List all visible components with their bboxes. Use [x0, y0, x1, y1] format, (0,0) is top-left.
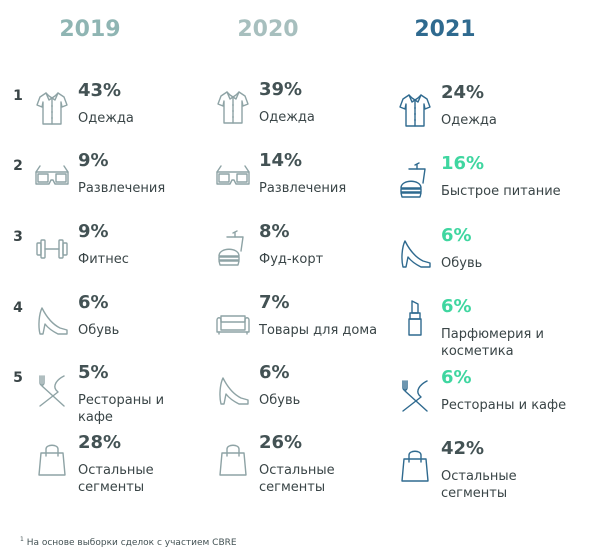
- percent-value: 14%: [259, 150, 303, 171]
- sofa-icon: [215, 300, 251, 340]
- segment-label: Обувь: [78, 323, 120, 338]
- percent-value: 9%: [78, 221, 109, 242]
- percent-value: 26%: [259, 432, 303, 453]
- rank-number: 3: [13, 229, 23, 245]
- segment-label: Обувь: [259, 393, 301, 408]
- segment-label: Остальные сегменты: [441, 469, 517, 501]
- segment-label: Развлечения: [78, 181, 166, 196]
- percent-value: 5%: [78, 362, 109, 383]
- percent-value: 43%: [78, 80, 122, 101]
- percent-value: 6%: [78, 292, 109, 313]
- segment-label: Одежда: [78, 111, 134, 126]
- segment-label: Развлечения: [259, 181, 347, 196]
- rank-number: 5: [13, 370, 23, 386]
- segment-label: Фитнес: [78, 252, 129, 267]
- segment-label: Парфюмерия и косметика: [441, 327, 544, 359]
- fast-food-icon: [397, 161, 433, 201]
- year-header-1: 2020: [237, 17, 299, 42]
- year-header-0: 2019: [59, 17, 121, 42]
- percent-value: 24%: [441, 82, 485, 103]
- fork-knife-icon: [34, 370, 70, 410]
- high-heel-icon: [397, 233, 433, 273]
- segment-label: Остальные сегменты: [78, 463, 154, 495]
- segment-label: Обувь: [441, 256, 483, 271]
- footnote-text: На основе выборки сделок с участием CBRE: [26, 538, 237, 548]
- segment-label: Товары для дома: [259, 323, 378, 338]
- percent-value: 6%: [259, 362, 290, 383]
- shopping-bag-icon: [397, 446, 433, 486]
- percent-value: 42%: [441, 438, 485, 459]
- shirt-icon: [215, 87, 251, 127]
- percent-value: 7%: [259, 292, 290, 313]
- segment-label: Остальные сегменты: [259, 463, 335, 495]
- percent-value: 8%: [259, 221, 290, 242]
- shopping-bag-icon: [215, 440, 251, 480]
- footnote-marker: 1: [20, 536, 24, 543]
- shirt-icon: [397, 90, 433, 130]
- shopping-bag-icon: [34, 440, 70, 480]
- segment-label: Одежда: [441, 113, 497, 128]
- fork-knife-icon: [397, 375, 433, 415]
- fast-food-icon: [215, 229, 251, 269]
- year-header-2: 2021: [414, 17, 476, 42]
- segment-label: Одежда: [259, 110, 315, 125]
- segment-label: Фуд-корт: [259, 252, 324, 267]
- percent-value: 6%: [441, 225, 472, 246]
- rank-number: 4: [13, 300, 23, 316]
- percent-value: 6%: [441, 367, 472, 388]
- percent-value: 28%: [78, 432, 122, 453]
- 3d-glasses-icon: [34, 158, 70, 198]
- percent-value: 6%: [441, 296, 472, 317]
- high-heel-icon: [34, 300, 70, 340]
- shirt-icon: [34, 88, 70, 128]
- rank-number: 2: [13, 158, 23, 174]
- high-heel-icon: [215, 370, 251, 410]
- dumbbell-icon: [34, 229, 70, 269]
- percent-value: 39%: [259, 79, 303, 100]
- percent-value: 9%: [78, 150, 109, 171]
- segment-label: Рестораны и кафе: [78, 393, 165, 425]
- segment-label: Рестораны и кафе: [441, 398, 567, 413]
- segment-label: Быстрое питание: [441, 184, 561, 199]
- lipstick-icon: [397, 298, 433, 338]
- percent-value: 16%: [441, 153, 485, 174]
- 3d-glasses-icon: [215, 158, 251, 198]
- rank-number: 1: [13, 88, 23, 104]
- footnote: 1 На основе выборки сделок с участием CB…: [20, 536, 237, 548]
